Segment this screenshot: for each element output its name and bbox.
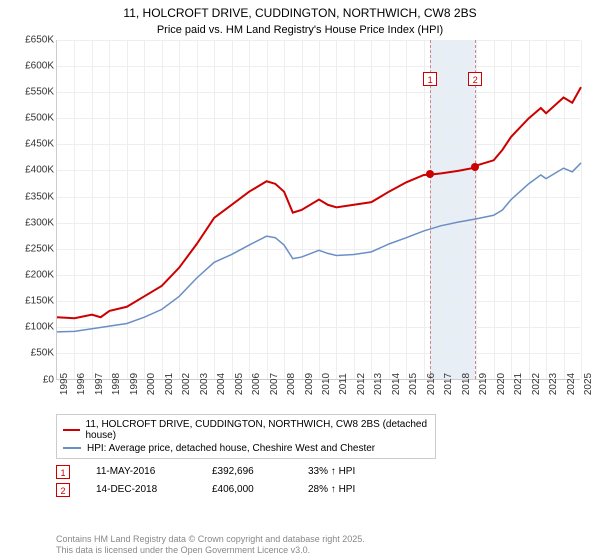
sale-delta: 28% ↑ HPI xyxy=(308,484,355,495)
x-tick-label: 2014 xyxy=(391,372,402,394)
sale-marker-line xyxy=(430,40,431,379)
line-layer xyxy=(57,40,581,380)
x-tick-label: 2012 xyxy=(356,372,367,394)
credit-line2: This data is licensed under the Open Gov… xyxy=(56,545,365,556)
y-tick-label: £50K xyxy=(31,348,54,359)
x-tick-label: 2023 xyxy=(548,372,559,394)
x-tick-label: 2001 xyxy=(164,372,175,394)
y-tick-label: £300K xyxy=(25,217,54,228)
x-tick-label: 2003 xyxy=(199,372,210,394)
x-tick-label: 1996 xyxy=(76,372,87,394)
x-tick-label: 2010 xyxy=(321,372,332,394)
sale-marker-box: 1 xyxy=(423,72,437,86)
chart-title-line2: Price paid vs. HM Land Registry's House … xyxy=(0,24,600,40)
x-tick-label: 2000 xyxy=(146,372,157,394)
x-tick-label: 2007 xyxy=(269,372,280,394)
sale-price: £392,696 xyxy=(212,466,282,477)
y-tick-label: £500K xyxy=(25,113,54,124)
legend-box: 11, HOLCROFT DRIVE, CUDDINGTON, NORTHWIC… xyxy=(56,414,436,459)
legend-swatch xyxy=(63,447,81,449)
x-tick-label: 2008 xyxy=(286,372,297,394)
x-tick-label: 2015 xyxy=(408,372,419,394)
sale-row: 2 14-DEC-2018 £406,000 28% ↑ HPI xyxy=(56,481,590,499)
x-tick-label: 2025 xyxy=(583,372,594,394)
y-tick-label: £0 xyxy=(43,374,54,385)
y-tick-label: £400K xyxy=(25,165,54,176)
sales-table: 1 11-MAY-2016 £392,696 33% ↑ HPI 2 14-DEC-201… xyxy=(56,463,590,499)
sale-delta: 33% ↑ HPI xyxy=(308,466,355,477)
plot-region: 12 xyxy=(56,40,580,380)
x-tick-label: 2020 xyxy=(496,372,507,394)
sale-date: 14-DEC-2018 xyxy=(96,484,186,495)
legend-row: HPI: Average price, detached house, Ches… xyxy=(63,442,429,455)
x-tick-label: 1998 xyxy=(111,372,122,394)
x-tick-label: 2009 xyxy=(304,372,315,394)
sale-marker-box: 2 xyxy=(468,72,482,86)
x-tick-label: 2004 xyxy=(216,372,227,394)
x-tick-label: 2011 xyxy=(338,373,349,395)
y-tick-label: £250K xyxy=(25,243,54,254)
sale-row-marker: 1 xyxy=(56,465,70,479)
sale-marker-line xyxy=(475,40,476,379)
y-tick-label: £100K xyxy=(25,322,54,333)
x-tick-label: 2005 xyxy=(234,372,245,394)
vgrid xyxy=(581,40,582,379)
sale-price: £406,000 xyxy=(212,484,282,495)
x-tick-label: 1997 xyxy=(94,372,105,394)
x-tick-label: 2021 xyxy=(513,372,524,394)
sale-row-marker: 2 xyxy=(56,483,70,497)
y-tick-label: £150K xyxy=(25,296,54,307)
x-tick-label: 2017 xyxy=(443,372,454,394)
chart-area: 12 £0£50K£100K£150K£200K£250K£300K£350K£… xyxy=(10,40,590,410)
sale-row: 1 11-MAY-2016 £392,696 33% ↑ HPI xyxy=(56,463,590,481)
legend-row: 11, HOLCROFT DRIVE, CUDDINGTON, NORTHWIC… xyxy=(63,418,429,442)
x-tick-label: 1999 xyxy=(129,372,140,394)
series-line-property xyxy=(57,87,581,318)
credit-text: Contains HM Land Registry data © Crown c… xyxy=(56,534,365,557)
sale-date: 11-MAY-2016 xyxy=(96,466,186,477)
sale-dot xyxy=(471,163,479,171)
sale-dot xyxy=(426,170,434,178)
x-tick-label: 2016 xyxy=(426,372,437,394)
chart-title-line1: 11, HOLCROFT DRIVE, CUDDINGTON, NORTHWIC… xyxy=(0,0,600,24)
y-tick-label: £200K xyxy=(25,269,54,280)
x-tick-label: 2022 xyxy=(531,372,542,394)
credit-line1: Contains HM Land Registry data © Crown c… xyxy=(56,534,365,545)
y-tick-label: £650K xyxy=(25,34,54,45)
legend-label: 11, HOLCROFT DRIVE, CUDDINGTON, NORTHWIC… xyxy=(86,419,430,441)
y-tick-label: £350K xyxy=(25,191,54,202)
x-tick-label: 2002 xyxy=(181,372,192,394)
x-tick-label: 2006 xyxy=(251,372,262,394)
y-tick-label: £450K xyxy=(25,139,54,150)
legend-swatch xyxy=(63,429,80,431)
x-tick-label: 2019 xyxy=(478,372,489,394)
legend-label: HPI: Average price, detached house, Ches… xyxy=(87,443,375,454)
y-tick-label: £600K xyxy=(25,60,54,71)
x-tick-label: 2018 xyxy=(461,372,472,394)
series-line-hpi xyxy=(57,163,581,332)
x-tick-label: 2013 xyxy=(373,372,384,394)
x-tick-label: 1995 xyxy=(59,372,70,394)
x-tick-label: 2024 xyxy=(566,372,577,394)
y-tick-label: £550K xyxy=(25,86,54,97)
